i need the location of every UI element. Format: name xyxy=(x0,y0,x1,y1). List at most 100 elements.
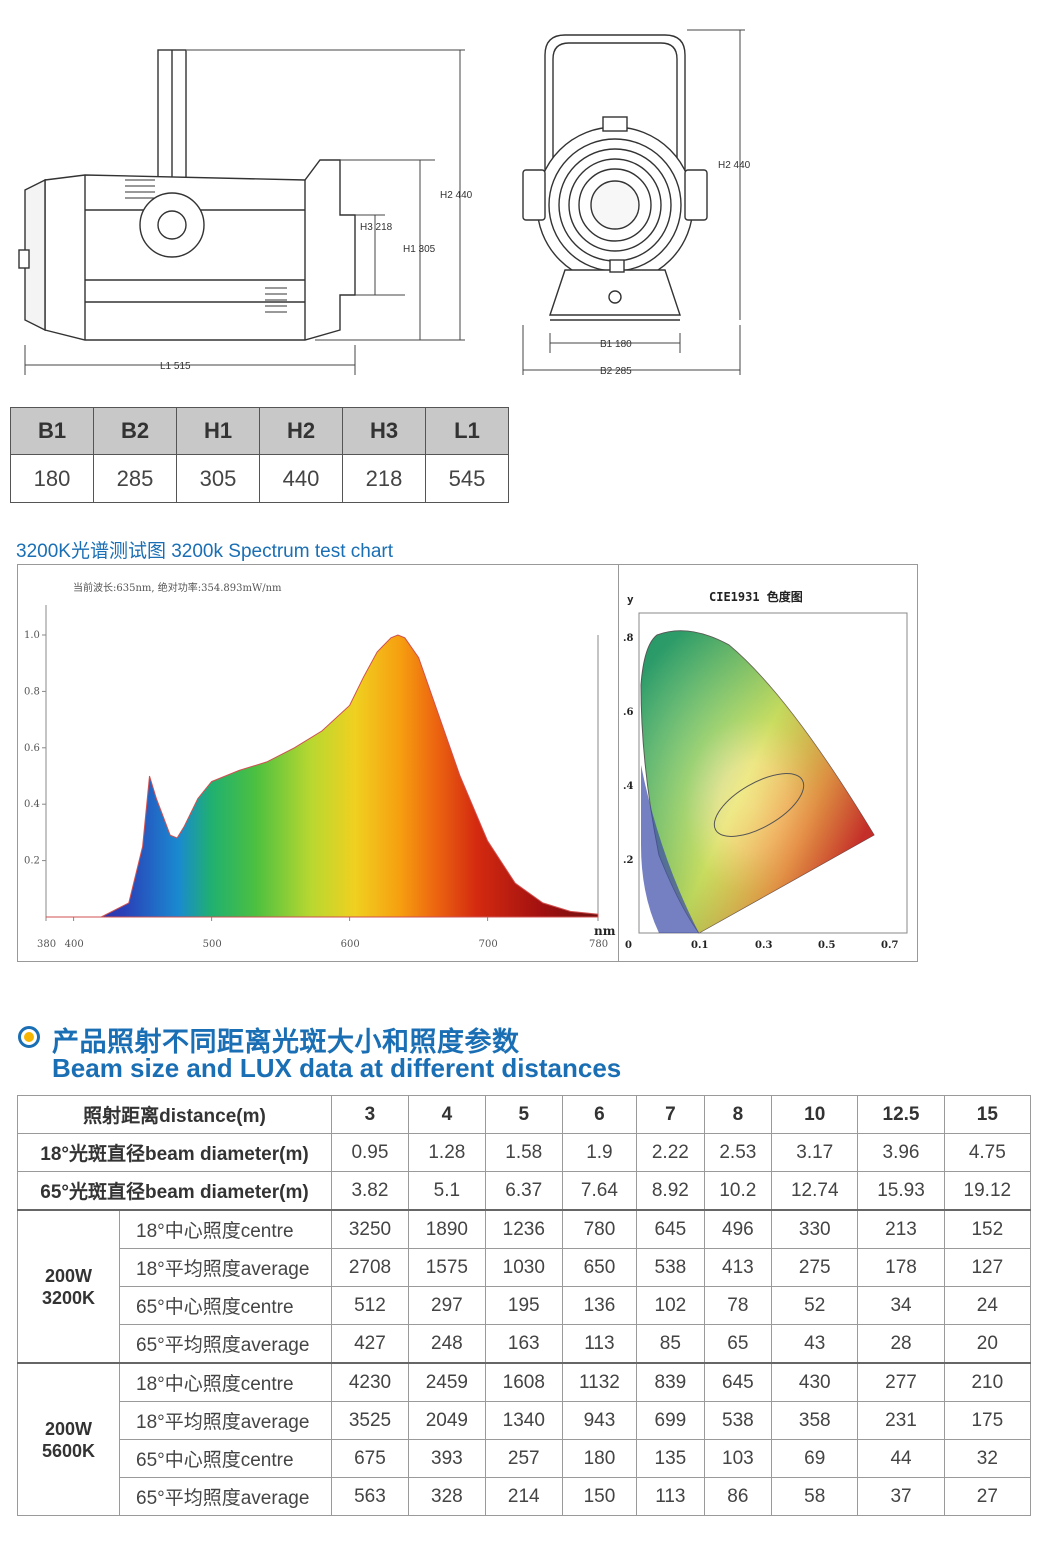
spectrum-x-tick-label: 700 xyxy=(479,939,498,950)
spectrum-x-unit: nm xyxy=(594,924,616,938)
spectrum-x-tick-label: 400 xyxy=(65,939,84,950)
table-cell: 1236 xyxy=(484,1209,563,1249)
row-label: 65°中心照度centre xyxy=(119,1439,332,1478)
dim-header: B1 xyxy=(10,407,94,455)
distance-header-cell: 4 xyxy=(407,1095,486,1134)
table-cell: 2708 xyxy=(331,1248,409,1287)
table-cell: 5.1 xyxy=(407,1171,486,1211)
dim-header: L1 xyxy=(425,407,509,455)
front-dim-h2-label: H2 440 xyxy=(718,160,751,171)
table-cell: 58 xyxy=(771,1477,859,1516)
dim-h1-label: H1 305 xyxy=(403,244,436,255)
table-cell: 2.53 xyxy=(703,1133,773,1172)
row-label: 18°平均照度average xyxy=(119,1401,332,1440)
dim-header: H2 xyxy=(259,407,343,455)
table-cell: 538 xyxy=(703,1401,773,1440)
table-cell: 180 xyxy=(561,1439,638,1478)
table-cell: 44 xyxy=(857,1439,945,1478)
table-cell: 113 xyxy=(561,1324,638,1364)
table-cell: 43 xyxy=(771,1324,859,1364)
dim-h3-label: H3 218 xyxy=(360,222,393,233)
spectrum-y-tick-label: 0.8 xyxy=(24,686,40,697)
table-cell: 780 xyxy=(561,1209,638,1249)
table-cell: 1132 xyxy=(561,1362,638,1402)
table-cell: 69 xyxy=(771,1439,859,1478)
cie-x-tick: 0.5 xyxy=(818,940,835,951)
row-label: 18°中心照度centre xyxy=(119,1209,332,1249)
table-row: 65°平均照度average 563 328 214 150 113 86 58 37 27 xyxy=(18,1477,1032,1516)
table-cell: 86 xyxy=(703,1477,773,1516)
spectrum-readout: 当前波长:635nm, 绝对功率:354.893mW/nm xyxy=(73,583,282,594)
table-cell: 393 xyxy=(407,1439,486,1478)
table-cell: 430 xyxy=(771,1362,859,1402)
distance-header-cell: 12.5 xyxy=(857,1095,945,1134)
table-cell: 839 xyxy=(636,1362,705,1402)
table-cell: 136 xyxy=(561,1286,638,1325)
group-label: 200W 5600K xyxy=(17,1362,120,1516)
spectrum-x-tick-label: 780 xyxy=(589,939,608,950)
dim-value: 305 xyxy=(176,454,260,503)
table-cell: 297 xyxy=(407,1286,486,1325)
cie-x-tick: 0.7 xyxy=(881,940,898,951)
spectrum-area xyxy=(46,634,599,918)
section-bullet-icon xyxy=(18,1026,40,1048)
dim-value: 285 xyxy=(93,454,177,503)
front-dim-b1-label: B1 180 xyxy=(600,339,632,350)
table-cell: 152 xyxy=(943,1209,1032,1249)
table-cell: 427 xyxy=(331,1324,409,1364)
table-cell: 3.96 xyxy=(857,1133,945,1172)
table-cell: 28 xyxy=(857,1324,945,1364)
table-cell: 257 xyxy=(484,1439,563,1478)
table-row: 18°平均照度average 3525 2049 1340 943 699 538 358 23… xyxy=(18,1401,1032,1440)
table-cell: 102 xyxy=(636,1286,705,1325)
table-cell: 3.82 xyxy=(331,1171,409,1211)
table-cell: 195 xyxy=(484,1286,563,1325)
table-cell: 275 xyxy=(771,1248,859,1287)
table-cell: 248 xyxy=(407,1324,486,1364)
table-cell: 65 xyxy=(703,1324,773,1364)
cie-y-tick: .2 xyxy=(623,855,633,866)
spectrum-section-title: 3200K光谱测试图 3200k Spectrum test chart xyxy=(16,541,393,562)
table-cell: 1.28 xyxy=(407,1133,486,1172)
table-row: 200W 3200K 18°中心照度centre 3250 1890 1236 780 645… xyxy=(17,1209,1032,1364)
table-cell: 231 xyxy=(857,1401,945,1440)
table-cell: 645 xyxy=(636,1209,705,1249)
table-cell: 20 xyxy=(943,1324,1032,1364)
row-label: 65°平均照度average xyxy=(119,1324,332,1364)
table-cell: 1575 xyxy=(407,1248,486,1287)
table-cell: 175 xyxy=(943,1401,1032,1440)
table-cell: 3525 xyxy=(331,1401,409,1440)
table-cell: 1608 xyxy=(484,1362,563,1402)
row-label: 65°平均照度average xyxy=(119,1477,332,1516)
table-cell: 113 xyxy=(636,1477,705,1516)
table-cell: 4.75 xyxy=(943,1133,1032,1172)
dim-h2-label: H2 440 xyxy=(440,190,473,201)
table-cell: 328 xyxy=(407,1477,486,1516)
table-cell: 1030 xyxy=(484,1248,563,1287)
row-label: 65°中心照度centre xyxy=(119,1286,332,1325)
table-cell: 24 xyxy=(943,1286,1032,1325)
spectrum-chart: 1.0 0.8 0.6 0.4 0.2 380 400 500 600 700 780 nm xyxy=(24,605,616,950)
table-cell: 2.22 xyxy=(636,1133,705,1172)
table-cell: 3.17 xyxy=(771,1133,859,1172)
cie-x-tick: 0.3 xyxy=(755,940,772,951)
spectrum-y-tick-label: 0.6 xyxy=(24,743,40,754)
distance-header-cell: 6 xyxy=(561,1095,638,1134)
row-label: 65°光斑直径beam diameter(m) xyxy=(17,1171,332,1211)
beam-section-title-en: Beam size and LUX data at different dist… xyxy=(52,1053,622,1083)
spectrum-y-tick-label: 1.0 xyxy=(24,630,40,641)
distance-header-cell: 8 xyxy=(703,1095,773,1134)
distance-header-cell: 7 xyxy=(636,1095,705,1134)
table-row: 18°平均照度average 2708 1575 1030 650 538 413 275 17… xyxy=(18,1248,1032,1287)
table-cell: 675 xyxy=(331,1439,409,1478)
table-cell: 330 xyxy=(771,1209,859,1249)
spectrum-x-tick-label: 380 xyxy=(37,939,56,950)
table-cell: 4230 xyxy=(331,1362,409,1402)
table-cell: 12.74 xyxy=(771,1171,859,1211)
table-cell: 2459 xyxy=(407,1362,486,1402)
cie-y-axis-label: y xyxy=(627,593,634,606)
cie-x-tick: 0 xyxy=(625,940,632,951)
row-label: 18°光斑直径beam diameter(m) xyxy=(17,1133,332,1172)
distance-header-cell: 3 xyxy=(331,1095,409,1134)
table-row: 65°中心照度centre 512 297 195 136 102 78 52 34 24 xyxy=(18,1286,1032,1325)
